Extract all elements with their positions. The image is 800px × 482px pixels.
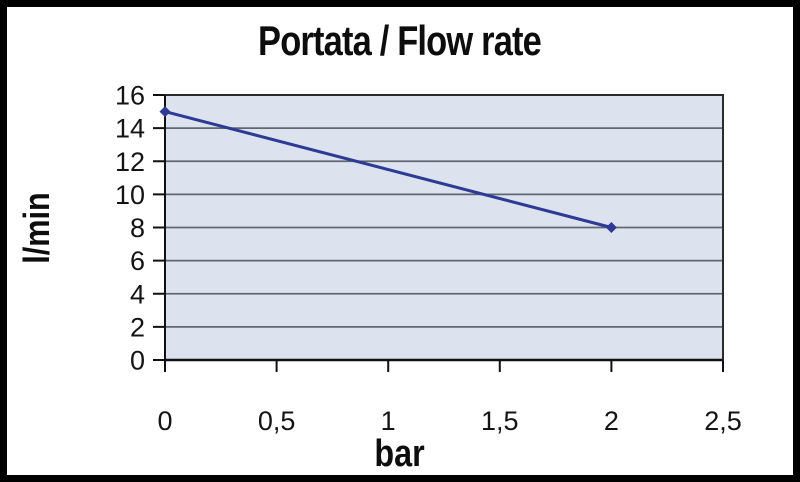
y-tick-label: 14	[115, 114, 145, 144]
x-tick-label: 1	[381, 406, 396, 436]
x-axis-title: bar	[7, 433, 793, 475]
y-tick-label: 12	[115, 147, 145, 177]
chart-title: Portata / Flow rate	[7, 17, 793, 65]
y-tick-label: 0	[130, 346, 145, 376]
x-tick-label: 0,5	[258, 406, 296, 436]
y-tick-label: 16	[115, 81, 145, 111]
y-tick-label: 8	[130, 213, 145, 243]
y-tick-label: 4	[130, 279, 145, 309]
data-point-marker	[605, 222, 617, 233]
data-point-marker	[159, 106, 171, 118]
x-tick-label: 0	[157, 406, 172, 436]
x-axis-title-text: bar	[374, 433, 426, 475]
chart-title-text: Portata / Flow rate	[258, 17, 543, 64]
y-tick-label: 10	[115, 180, 145, 210]
x-tick-label: 2,5	[704, 406, 742, 436]
y-tick-label: 2	[130, 312, 145, 342]
series-line-flow-rate	[163, 110, 613, 229]
y-tick-label: 6	[130, 246, 145, 276]
x-tick-label: 1,5	[481, 406, 519, 436]
x-tick-label: 2	[604, 406, 619, 436]
